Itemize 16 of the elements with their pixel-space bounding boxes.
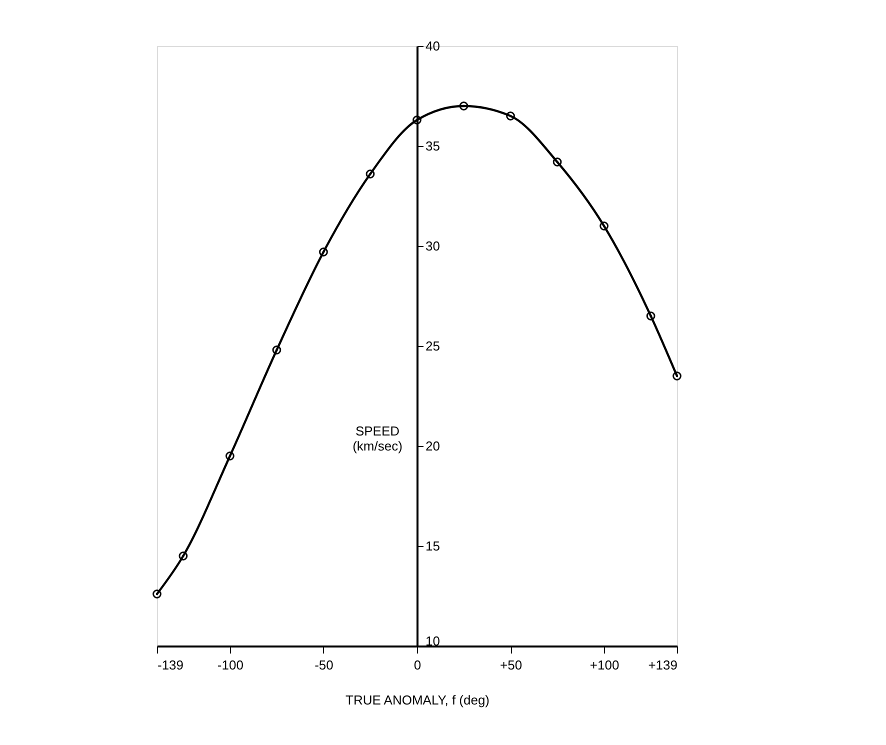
x-tick-label: 0 (414, 658, 422, 672)
x-axis-title: TRUE ANOMALY, f (deg) (345, 692, 490, 708)
x-tick-label: +50 (500, 658, 522, 672)
y-tick-label: 30 (426, 238, 440, 254)
x-tick-label: +100 (590, 658, 620, 672)
y-tick-label: 25 (426, 338, 440, 354)
y-tick-label: 15 (426, 538, 440, 554)
y-tick-label: 10 (426, 634, 440, 648)
y-tick-label: 40 (426, 38, 440, 54)
x-tick-label: -139 (158, 658, 184, 672)
x-tick-label: -100 (217, 658, 244, 672)
x-tick-label: -50 (314, 658, 334, 672)
y-axis-title: SPEED (km/sec) (352, 424, 402, 454)
x-tick-label: +139 (648, 658, 678, 672)
y-tick-label: 20 (426, 438, 440, 454)
y-tick-label: 35 (426, 138, 440, 154)
